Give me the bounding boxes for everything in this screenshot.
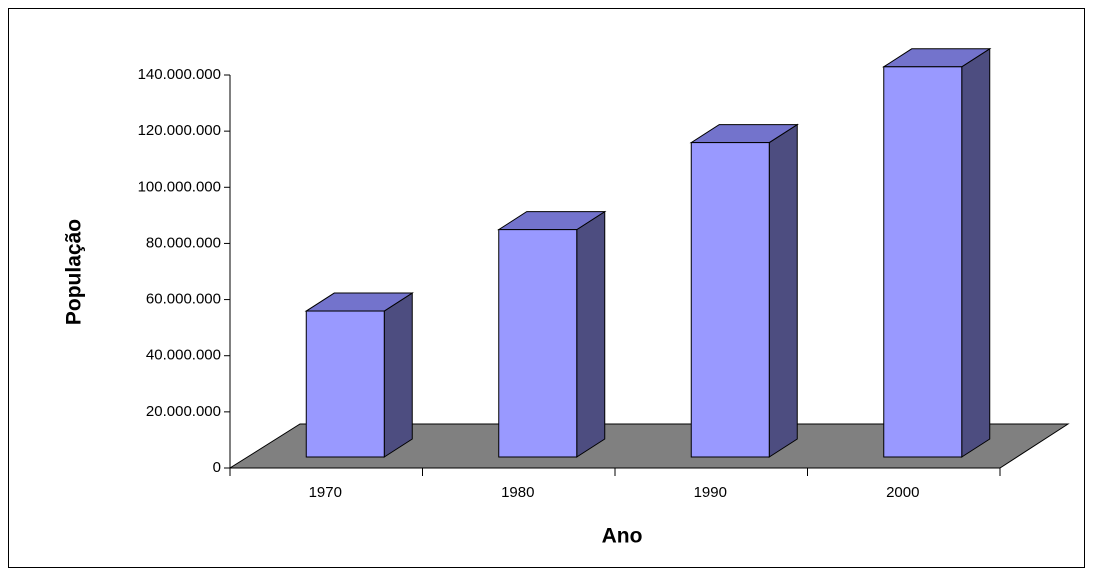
x-axis-label: Ano bbox=[602, 525, 643, 548]
y-tick-label: 60.000.000 bbox=[146, 291, 221, 308]
y-axis-label: População bbox=[63, 219, 86, 325]
bar bbox=[498, 229, 578, 458]
y-tick-label: 100.000.000 bbox=[138, 178, 221, 195]
x-tick-label: 1970 bbox=[309, 484, 342, 501]
bar bbox=[305, 310, 385, 458]
bar bbox=[690, 142, 770, 458]
bar-side bbox=[961, 47, 991, 458]
y-tick-label: 80.000.000 bbox=[146, 234, 221, 251]
y-tick-label: 20.000.000 bbox=[146, 403, 221, 420]
y-tick-label: 0 bbox=[213, 459, 221, 476]
y-tick-label: 40.000.000 bbox=[146, 347, 221, 364]
x-tick-label: 1990 bbox=[694, 484, 727, 501]
bar-side bbox=[576, 210, 606, 458]
bar-side bbox=[768, 123, 798, 458]
x-tick-label: 2000 bbox=[886, 484, 919, 501]
bar-side bbox=[383, 292, 413, 458]
y-tick-label: 120.000.000 bbox=[138, 122, 221, 139]
x-tick-label: 1980 bbox=[501, 484, 534, 501]
bar bbox=[883, 66, 963, 458]
y-tick-label: 140.000.000 bbox=[138, 66, 221, 83]
